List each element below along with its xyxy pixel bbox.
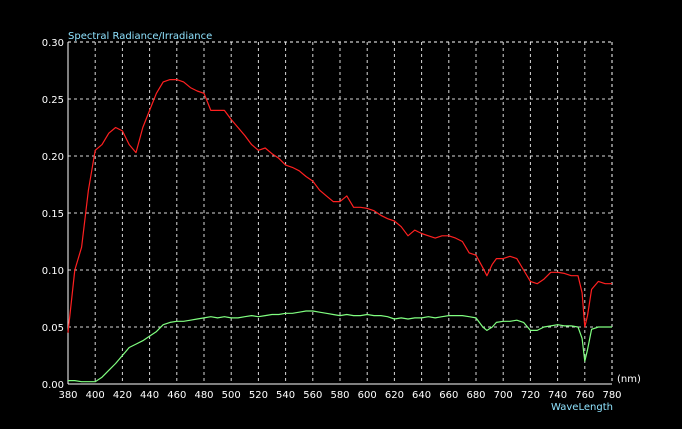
x-tick-label: 680 [466,390,485,401]
x-axis-unit: (nm) [617,374,641,385]
x-axis-title: WaveLength [551,402,613,413]
x-tick-label: 520 [249,390,268,401]
x-tick-label: 460 [167,390,186,401]
x-tick-label: 700 [494,390,513,401]
x-tick-label: 660 [439,390,458,401]
x-tick-label: 560 [303,390,322,401]
x-tick-label: 380 [58,390,77,401]
y-tick-label: 0.00 [42,380,64,391]
x-tick-label: 400 [86,390,105,401]
y-tick-label: 0.30 [42,38,64,49]
series-line-red [67,78,612,333]
series-lines [67,78,612,383]
x-tick-label: 480 [194,390,213,401]
y-tick-label: 0.15 [42,209,64,220]
x-tick-label: 580 [330,390,349,401]
x-tick-label: 440 [140,390,159,401]
x-tick-label: 760 [575,390,594,401]
x-tick-label: 780 [602,390,621,401]
x-tick-label: 720 [521,390,540,401]
x-tick-label: 620 [385,390,404,401]
series-line-green [68,310,612,383]
x-tick-labels: 380 400 420 440 460 480 500 520 540 560 580 600 620 6… [58,390,621,401]
y-axis-title: Spectral Radiance/Irradiance [68,31,212,42]
x-tick-label: 600 [358,390,377,401]
grid-lines [68,42,612,384]
y-tick-label: 0.25 [42,95,64,106]
x-tick-label: 500 [222,390,241,401]
chart-axes [67,41,613,385]
x-tick-label: 540 [276,390,295,401]
y-tick-labels: 0.00 0.05 0.10 0.15 0.20 0.25 0.30 [42,38,64,391]
y-tick-label: 0.20 [42,152,64,163]
x-tick-label: 740 [548,390,567,401]
y-tick-label: 0.05 [42,323,64,334]
x-tick-label: 420 [113,390,132,401]
y-tick-label: 0.10 [42,266,64,277]
x-tick-label: 640 [412,390,431,401]
